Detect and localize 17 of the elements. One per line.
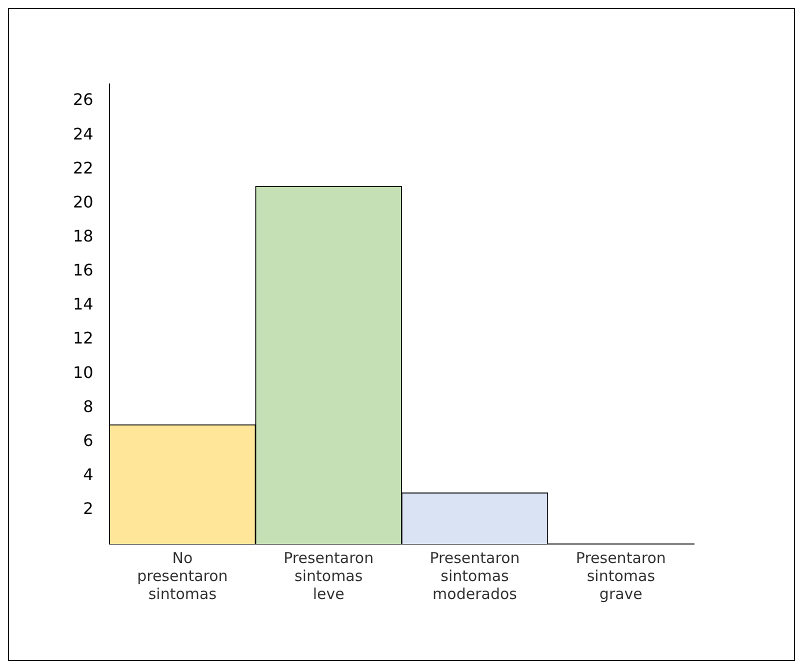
y-tick-label: 6: [83, 430, 94, 450]
y-tick-label: 4: [83, 465, 94, 484]
y-tick-label: 24: [73, 124, 94, 144]
x-tick-label: Presentaron sintomas moderados: [430, 548, 520, 603]
x-tick-label: No presentaron sintomas: [137, 548, 228, 603]
y-tick-label: 8: [83, 396, 94, 416]
y-tick-label: 10: [73, 362, 94, 382]
y-tick-label: 12: [73, 328, 94, 348]
x-tick-label: Presentaron sintomas grave: [576, 548, 666, 603]
y-tick-label: 22: [73, 158, 94, 178]
y-tick-label: 16: [73, 260, 94, 280]
y-tick-label: 2: [83, 499, 94, 518]
x-tick-label: Presentaron sintomas leve: [284, 548, 374, 603]
y-tick-label: 18: [73, 226, 94, 246]
y-tick-label: 14: [73, 294, 94, 314]
y-tick-label: 26: [73, 90, 94, 110]
y-tick-label: 20: [73, 192, 94, 212]
